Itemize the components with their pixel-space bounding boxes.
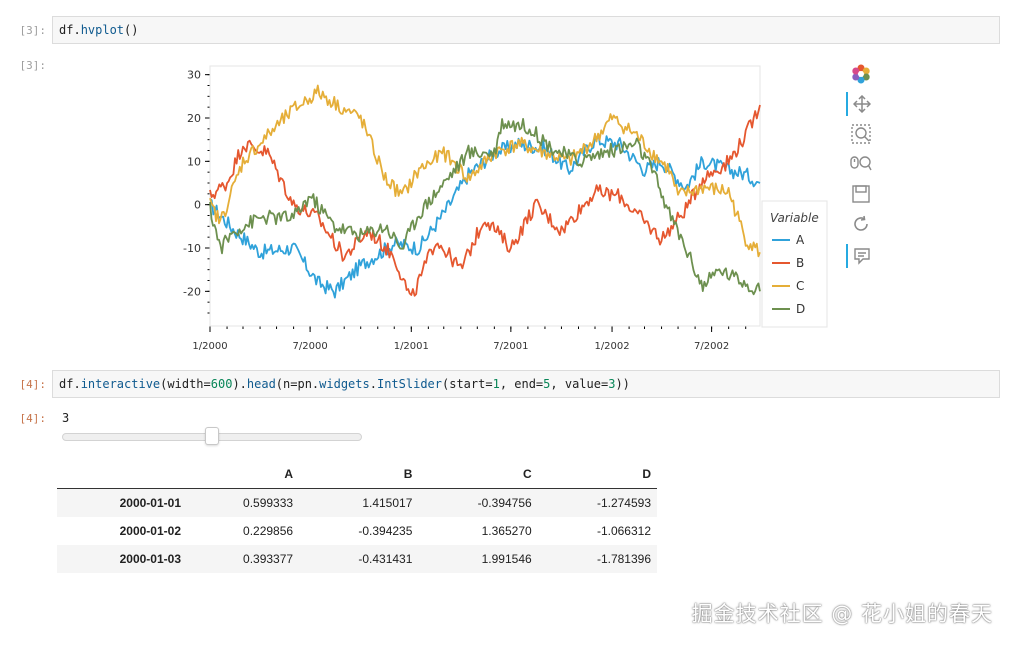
code-token: , value= [550,377,609,391]
y-axis: 30 20 10 0 -10 -20 [183,66,211,326]
plot-lines [209,65,761,327]
legend-label: A [796,233,805,247]
table-cell: 1.991546 [481,552,532,566]
code-token: 600 [210,377,233,391]
x-tick-label: 7/2002 [694,341,729,352]
code-token: () [124,23,139,37]
table-row: 2000-01-02 0.229856 -0.394235 1.365270 -… [57,517,657,545]
y-tick-label: -20 [183,285,201,298]
code-cell-4[interactable]: df.interactive(width=600).head(n=pn.widg… [52,370,1000,398]
code-token: 5 [543,377,551,391]
code-token: , end= [499,377,544,391]
legend-label: C [796,279,804,293]
slider-value: 3 [62,411,70,425]
table-header [57,460,187,489]
bokeh-toolbar [846,62,876,282]
x-tick-label: 1/2001 [394,341,429,352]
row-index: 2000-01-01 [119,496,181,510]
table-cell: -0.394756 [477,496,532,510]
code-token: head [246,377,276,391]
table-header: A [187,460,300,489]
watermark: 掘金技术社区 @ 花小姐的春天 [691,602,993,626]
cell-3-in-prompt: [3]: [19,24,47,37]
cell-4-in-prompt: [4]: [19,378,47,391]
code-token: )) [615,377,630,391]
table-row: 2000-01-03 0.393377 -0.431431 1.991546 -… [57,545,657,573]
x-tick-label: 1/2000 [192,341,227,352]
code-cell-3[interactable]: df.hvplot() [52,16,1000,44]
table-cell: -0.394235 [358,524,413,538]
series-line-d [209,118,761,296]
dataframe-table: A B C D 2000-01-01 0.599333 1.415017 -0.… [57,460,657,573]
legend-title: Variable [770,211,819,225]
y-tick-label: 20 [187,112,201,125]
row-index: 2000-01-02 [119,524,181,538]
cell-4-out-prompt: [4]: [19,412,47,425]
table-row: 2000-01-01 0.599333 1.415017 -0.394756 -… [57,488,657,517]
code-token: df. [59,377,81,391]
table-header: D [537,460,657,489]
bokeh-logo-icon[interactable] [846,62,876,86]
wheel-zoom-icon[interactable] [846,152,876,176]
cell-3-out-prompt: [3]: [19,59,47,72]
legend-label: B [796,256,804,270]
table-cell: 0.599333 [243,496,294,510]
reset-icon[interactable] [846,212,876,236]
x-tick-label: 1/2002 [594,341,629,352]
box-zoom-icon[interactable] [846,122,876,146]
y-tick-label: -10 [183,242,201,255]
code-token: (n=pn. [275,377,320,391]
code-token: (width= [160,377,211,391]
y-tick-label: 10 [187,155,201,168]
hover-icon[interactable] [846,244,876,268]
table-header: C [418,460,538,489]
y-tick-label: 30 [187,69,201,82]
save-icon[interactable] [846,182,876,206]
code-token: 1 [492,377,500,391]
row-index: 2000-01-03 [119,552,181,566]
y-tick-label: 0 [194,199,201,212]
series-line-b [209,104,761,297]
table-header-row: A B C D [57,460,657,489]
code-token: . [369,377,377,391]
table-cell: 1.365270 [481,524,532,538]
table-header: B [299,460,419,489]
plot-frame [209,65,761,327]
code-token: 3 [608,377,616,391]
x-tick-label: 7/2001 [493,341,528,352]
table-cell: -1.066312 [596,524,651,538]
table-cell: -0.431431 [358,552,413,566]
code-token: (start= [442,377,493,391]
series-line-c [209,84,761,258]
code-token: ). [232,377,247,391]
code-token: interactive [80,377,161,391]
code-token: IntSlider [376,377,442,391]
code-token: widgets [319,377,370,391]
table-cell: -1.274593 [596,496,651,510]
code-token: hvplot [80,23,125,37]
table-cell: 1.415017 [362,496,413,510]
table-cell: -1.781396 [596,552,651,566]
int-slider-handle[interactable] [205,427,219,445]
x-tick-label: 7/2000 [293,341,328,352]
x-axis: 1/2000 7/2000 1/2001 7/2001 1/2002 7/2002 [192,325,760,352]
legend-label: D [796,302,805,316]
table-cell: 0.229856 [243,524,294,538]
pan-icon[interactable] [846,92,876,116]
table-cell: 0.393377 [243,552,294,566]
code-token: df. [59,23,81,37]
